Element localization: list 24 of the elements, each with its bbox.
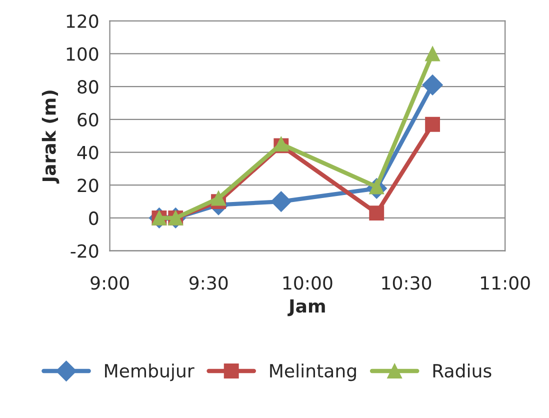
y-tick-label: 80: [78, 80, 98, 94]
y-tick-label: 0: [89, 211, 98, 226]
x-tick-label: 10:30: [382, 276, 432, 290]
x-tick-label: 11:00: [481, 276, 530, 290]
legend-label: Membujur: [105, 364, 194, 382]
y-tick-label: 120: [66, 14, 98, 28]
point: [270, 191, 292, 212]
y-tick-label: 100: [66, 47, 98, 61]
x-axis-title: Jam: [288, 299, 325, 316]
legend-label: Melintang: [270, 364, 356, 382]
point: [425, 46, 440, 62]
y-tick-label: 40: [77, 146, 98, 160]
point: [211, 190, 226, 206]
legend-label: Radius: [433, 364, 492, 378]
x-tick-label: 9:00: [90, 276, 129, 290]
x-tick-label: 10:00: [283, 276, 332, 290]
point: [422, 74, 443, 96]
point: [369, 206, 384, 220]
y-tick-label: -20: [70, 244, 98, 258]
y-tick-label: 20: [78, 178, 98, 192]
y-tick-label: 60: [78, 112, 98, 127]
point: [425, 116, 440, 132]
y-axis-title: Jarak (m): [42, 90, 60, 184]
x-tick-label: 9:30: [189, 276, 228, 290]
